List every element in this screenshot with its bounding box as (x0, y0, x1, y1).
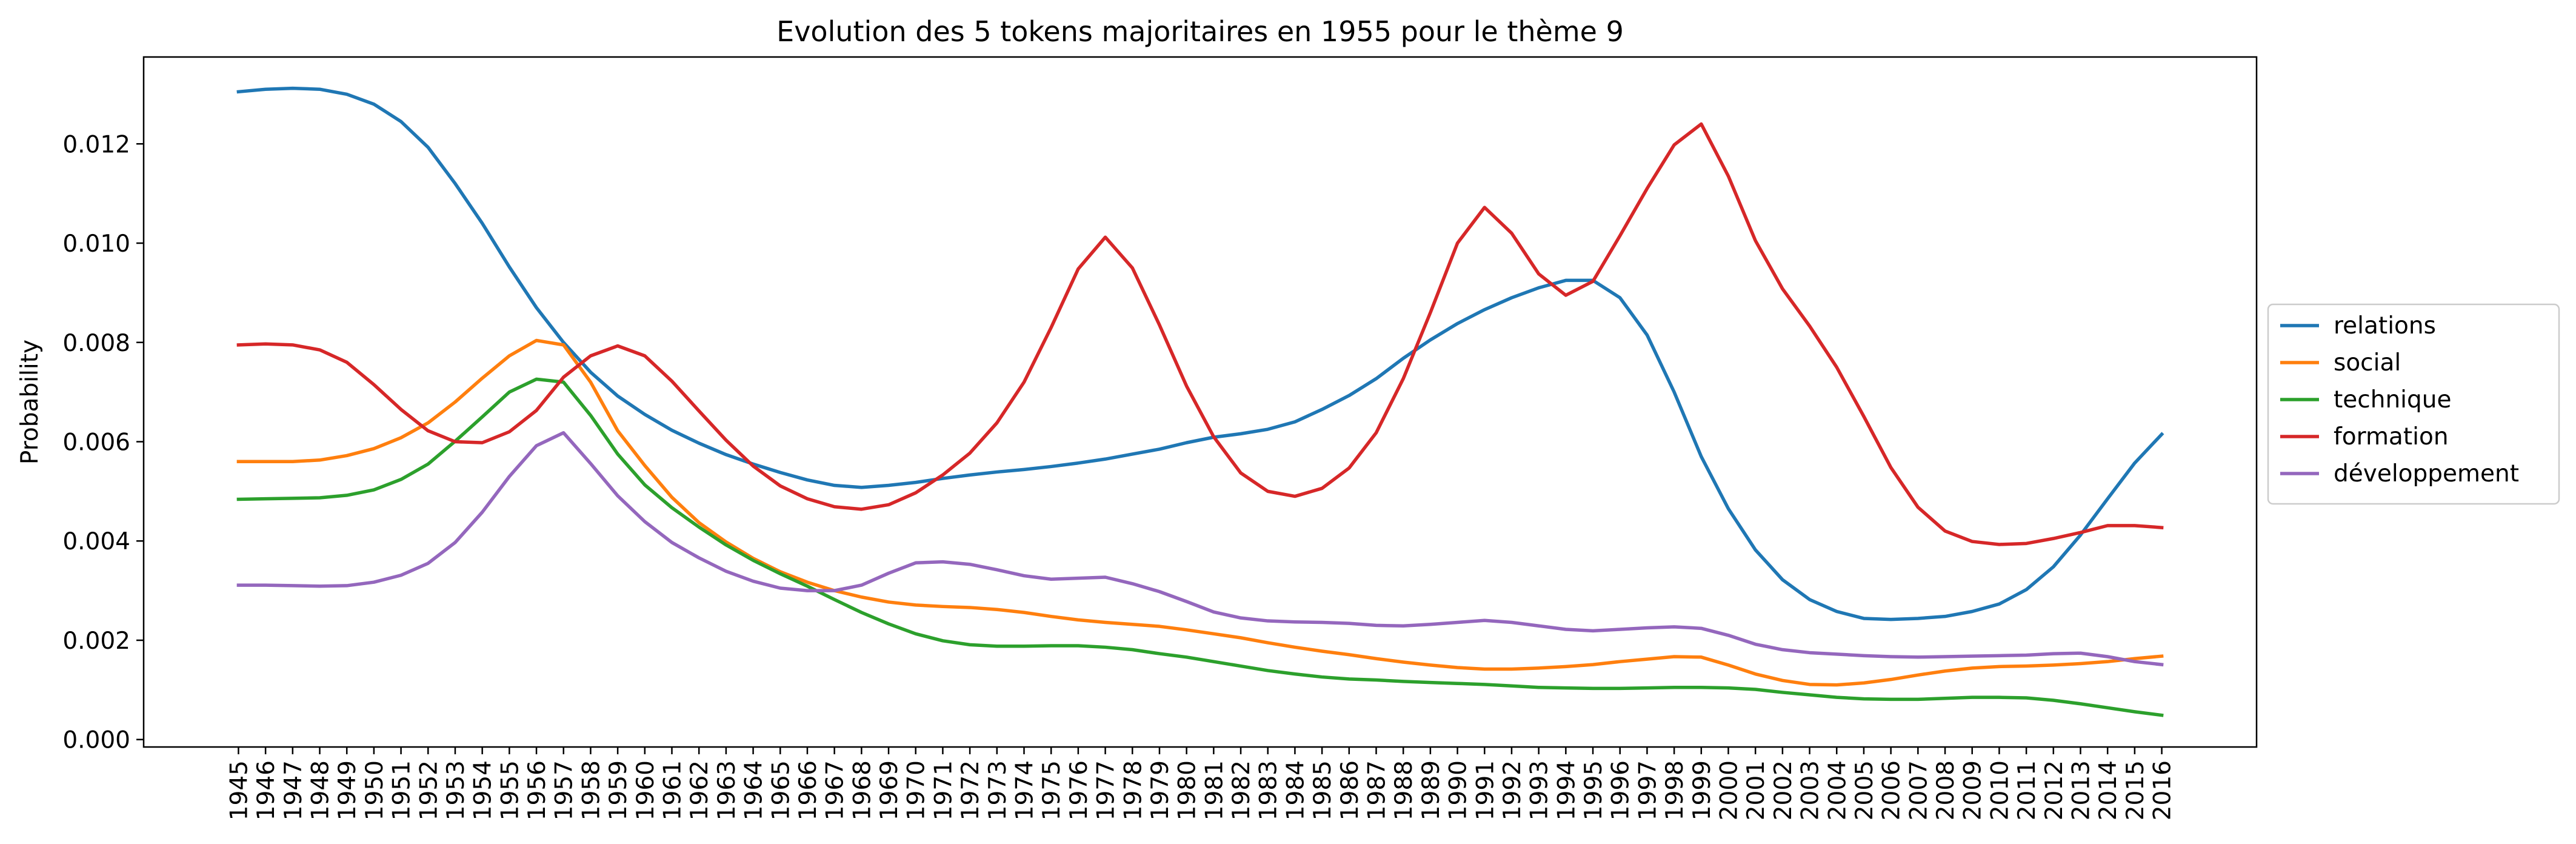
legend-label-social: social (2334, 349, 2401, 377)
x-tick-label: 1969 (876, 760, 903, 820)
x-tick-label: 1960 (632, 760, 659, 820)
x-tick-label: 2015 (2122, 760, 2149, 820)
x-tick-label: 1992 (1499, 760, 1526, 820)
x-tick-label: 1948 (307, 760, 335, 820)
x-tick-label: 1975 (1038, 760, 1066, 820)
x-tick-label: 1981 (1201, 760, 1228, 820)
x-tick-label: 1958 (578, 760, 605, 820)
x-tick-label: 1978 (1119, 760, 1147, 820)
x-tick-label: 1979 (1147, 760, 1174, 820)
y-tick-label: 0.010 (62, 230, 130, 258)
x-tick-label: 2000 (1716, 760, 1743, 820)
series-line-relations (236, 86, 2164, 621)
x-tick-label: 1985 (1309, 760, 1336, 820)
x-tick-label: 1947 (280, 760, 307, 820)
x-tick-label: 1964 (741, 760, 768, 820)
y-tick-label: 0.004 (62, 528, 130, 555)
x-tick-label: 1997 (1634, 760, 1661, 820)
x-tick-label: 2001 (1743, 760, 1770, 820)
legend-box (2267, 303, 2560, 505)
plot-frame (142, 56, 2258, 748)
x-tick-label: 2009 (1960, 760, 1987, 820)
x-tick-label: 1952 (415, 760, 442, 820)
x-tick-label: 1983 (1255, 760, 1283, 820)
x-tick-label: 1957 (551, 760, 578, 820)
y-tick-label: 0.012 (62, 131, 130, 158)
y-tick-label: 0.006 (62, 429, 130, 456)
x-tick-label: 1970 (903, 760, 930, 820)
x-tick-label: 1954 (470, 760, 497, 820)
x-tick-label: 2008 (1932, 760, 1960, 820)
x-tick-label: 2011 (2014, 760, 2041, 820)
x-tick-label: 1951 (389, 760, 416, 820)
series-line-social (236, 338, 2164, 687)
x-tick-label: 1973 (984, 760, 1012, 820)
x-tick-label: 1959 (605, 760, 632, 820)
y-tick-label: 0.008 (62, 330, 130, 357)
x-tick-label: 1994 (1553, 760, 1580, 820)
legend-label-formation: formation (2334, 423, 2449, 450)
x-tick-label: 1967 (822, 760, 849, 820)
x-tick-label: 1993 (1526, 760, 1553, 820)
x-tick-label: 1984 (1282, 760, 1309, 820)
x-tick-label: 1950 (361, 760, 389, 820)
legend-label-technique: technique (2334, 386, 2451, 414)
plot-area (142, 56, 2258, 748)
series-lines (236, 86, 2164, 717)
x-tick-label: 1989 (1418, 760, 1445, 820)
x-tick-label: 2006 (1878, 760, 1906, 820)
x-tick-label: 1977 (1093, 760, 1120, 820)
x-tick-label: 1982 (1228, 760, 1255, 820)
y-tick-label: 0.000 (62, 727, 130, 754)
x-tick-label: 1946 (253, 760, 280, 820)
x-tick-label: 1965 (767, 760, 795, 820)
y-axis: 0.000 0.002 0.004 0.006 0.008 0.010 0.012 (62, 131, 144, 754)
x-tick-label: 1953 (442, 760, 470, 820)
x-tick-label: 1972 (957, 760, 984, 820)
x-tick-label: 2002 (1770, 760, 1797, 820)
x-tick-label: 1968 (849, 760, 876, 820)
x-tick-label: 2013 (2068, 760, 2095, 820)
x-tick-label: 2016 (2149, 760, 2177, 820)
series-line-développement (236, 431, 2164, 667)
x-tick-label: 1986 (1336, 760, 1364, 820)
x-tick-label: 1980 (1174, 760, 1201, 820)
x-tick-label: 1988 (1390, 760, 1418, 820)
x-tick-label: 1976 (1066, 760, 1093, 820)
x-tick-label: 2005 (1851, 760, 1878, 820)
x-tick-label: 1996 (1607, 760, 1635, 820)
x-axis: 1945 1946 1947 1948 1949 1950 1951 1952 1953 1954… (225, 747, 2177, 820)
x-tick-label: 2007 (1905, 760, 1932, 820)
x-tick-label: 1945 (225, 760, 253, 820)
x-tick-label: 1949 (334, 760, 361, 820)
x-tick-label: 1987 (1364, 760, 1391, 820)
y-axis-label: Probability (16, 340, 44, 464)
x-tick-label: 2010 (1986, 760, 2014, 820)
x-tick-label: 1998 (1661, 760, 1689, 820)
legend-label-relations: relations (2334, 312, 2436, 340)
x-tick-label: 1961 (659, 760, 687, 820)
y-tick-label: 0.002 (62, 628, 130, 655)
x-tick-label: 1995 (1580, 760, 1607, 820)
x-tick-label: 2012 (2041, 760, 2068, 820)
x-tick-label: 1955 (496, 760, 524, 820)
x-tick-label: 1956 (524, 760, 551, 820)
x-tick-label: 1974 (1012, 760, 1039, 820)
x-tick-label: 2003 (1797, 760, 1824, 820)
x-tick-label: 1990 (1445, 760, 1472, 820)
x-tick-label: 1962 (686, 760, 713, 820)
x-tick-label: 1963 (713, 760, 741, 820)
x-tick-label: 1999 (1689, 760, 1716, 820)
series-line-formation (236, 122, 2164, 546)
x-tick-label: 1991 (1472, 760, 1499, 820)
x-tick-label: 1971 (930, 760, 957, 820)
legend-label-développement: développement (2334, 460, 2519, 487)
chart-title: Evolution des 5 tokens majoritaires en 1… (776, 15, 1624, 48)
x-tick-label: 2004 (1824, 760, 1851, 820)
legend: relations social technique formation dévelop… (2267, 303, 2560, 505)
x-tick-label: 1966 (795, 760, 822, 820)
x-tick-label: 2014 (2095, 760, 2122, 820)
